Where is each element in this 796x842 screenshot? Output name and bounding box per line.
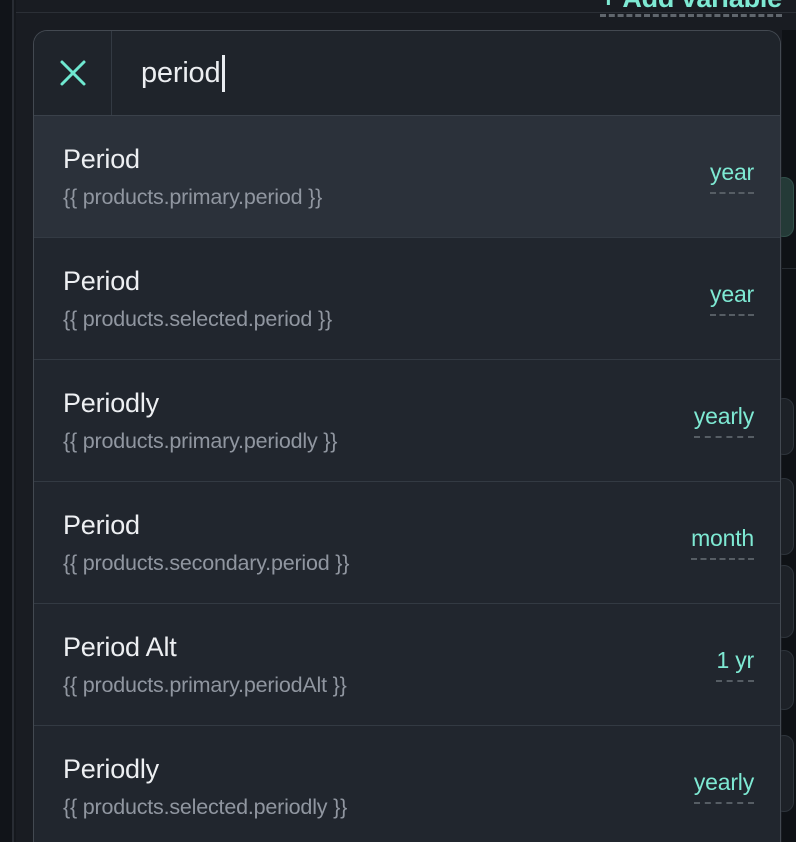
- search-input[interactable]: period: [112, 31, 780, 115]
- variable-value: yearly: [693, 769, 754, 804]
- variable-expression: {{ products.primary.periodAlt }}: [63, 672, 347, 697]
- variable-title: Period Alt: [63, 631, 177, 662]
- variable-value: yearly: [693, 403, 754, 438]
- list-item[interactable]: Period Alt {{ products.primary.periodAlt…: [34, 604, 780, 726]
- close-icon: [60, 60, 85, 86]
- variable-info: Period {{ products.primary.period }}: [63, 144, 322, 210]
- variable-value: year: [710, 159, 754, 194]
- variable-title: Periodly: [63, 387, 159, 418]
- variable-info: Period Alt {{ products.primary.periodAlt…: [63, 632, 347, 698]
- panel-top-border: [16, 12, 796, 13]
- list-item[interactable]: Period {{ products.primary.period }} yea…: [34, 116, 780, 238]
- left-panel-edge: [0, 0, 14, 842]
- variable-search-dropdown: period Period {{ products.primary.period…: [33, 30, 781, 842]
- list-item[interactable]: Periodly {{ products.primary.periodly }}…: [34, 360, 780, 482]
- results-list: Period {{ products.primary.period }} yea…: [34, 116, 780, 842]
- variable-expression: {{ products.secondary.period }}: [63, 550, 350, 575]
- list-item[interactable]: Periodly {{ products.selected.periodly }…: [34, 726, 780, 842]
- variable-title: Period: [63, 143, 140, 174]
- background-divider: [782, 268, 796, 269]
- variable-info: Periodly {{ products.selected.periodly }…: [63, 754, 347, 820]
- clear-search-button[interactable]: [34, 31, 112, 115]
- add-variable-link[interactable]: + Add variable: [600, 0, 782, 14]
- text-cursor: [222, 54, 226, 92]
- search-input-text: period: [141, 56, 221, 89]
- list-item[interactable]: Period {{ products.secondary.period }} m…: [34, 482, 780, 604]
- variable-value: year: [710, 281, 754, 316]
- variable-title: Periodly: [63, 753, 159, 784]
- list-item[interactable]: Period {{ products.selected.period }} ye…: [34, 238, 780, 360]
- search-bar: period: [34, 31, 780, 116]
- variable-info: Period {{ products.selected.period }}: [63, 266, 332, 332]
- variable-expression: {{ products.selected.periodly }}: [63, 794, 348, 819]
- variable-info: Periodly {{ products.primary.periodly }}: [63, 388, 337, 454]
- variable-title: Period: [63, 509, 140, 540]
- variable-expression: {{ products.selected.period }}: [63, 306, 332, 331]
- variable-value: month: [691, 525, 754, 560]
- variable-value: 1 yr: [716, 647, 754, 682]
- variable-info: Period {{ products.secondary.period }}: [63, 510, 349, 576]
- variable-expression: {{ products.primary.periodly }}: [63, 428, 338, 453]
- variable-title: Period: [63, 265, 140, 296]
- variable-expression: {{ products.primary.period }}: [63, 184, 323, 209]
